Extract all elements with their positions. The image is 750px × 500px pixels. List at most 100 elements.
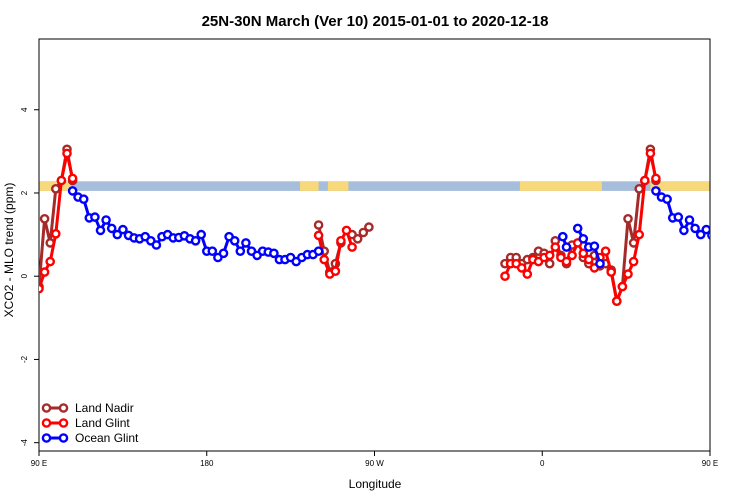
land-glint-point: [51, 228, 61, 239]
land-strip-segment: [519, 181, 602, 191]
ocean-glint-point: [207, 246, 218, 256]
land-glint-point: [612, 296, 622, 307]
legend-label-land-nadir: Land Nadir: [75, 401, 134, 415]
ocean-glint-point: [684, 215, 695, 225]
land-glint-point: [606, 267, 617, 277]
land-glint-point: [45, 256, 56, 267]
land-glint-point: [640, 175, 650, 186]
ocean-glint-point: [589, 241, 600, 251]
land-glint-point: [341, 225, 352, 236]
land-glint-line: [503, 151, 658, 303]
legend-marker-land-glint: [58, 418, 69, 428]
ocean-glint-point: [695, 229, 706, 240]
land-glint-point: [62, 148, 72, 159]
land-nadir-point: [623, 213, 633, 224]
land-glint-point: [330, 266, 341, 277]
land-glint-point: [544, 250, 555, 261]
land-glint-point: [522, 269, 533, 279]
land-glint-point: [56, 175, 67, 186]
ocean-glint-point: [101, 215, 111, 225]
land-nadir-point: [39, 213, 50, 224]
land-glint-point: [628, 256, 639, 267]
series-ocean-glint: [67, 186, 721, 269]
land-glint-point: [584, 254, 594, 265]
ocean-glint-point: [235, 246, 246, 256]
ocean-glint-point: [90, 212, 100, 222]
ocean-glint-point: [572, 223, 583, 234]
ocean-glint-point: [662, 194, 672, 204]
land-nadir-point: [51, 183, 61, 194]
plot-area: 90 E 180 90 W 0 90 E -4 -2 0 2 4: [20, 38, 721, 468]
land-strip-segment: [299, 181, 319, 191]
x-tick-label: 180: [200, 459, 214, 468]
land-strip-segment: [327, 181, 349, 191]
land-glint-point: [39, 283, 44, 294]
legend-marker-land-nadir: [58, 403, 69, 413]
plot-frame: [38, 38, 711, 452]
ocean-glint-point: [106, 223, 117, 234]
ocean-glint-point: [595, 258, 605, 269]
ocean-glint-point: [95, 225, 106, 236]
land-glint-point: [567, 250, 577, 261]
land-glint-point: [617, 281, 628, 292]
ocean-glint-point: [561, 242, 572, 252]
y-tick-label: -2: [20, 355, 29, 363]
series-land-glint: [39, 148, 661, 307]
land-glint-point: [39, 267, 50, 277]
land-glint-point: [67, 173, 78, 184]
land-glint-point: [347, 242, 357, 252]
ocean-glint-point: [241, 238, 251, 248]
land-glint-point: [651, 173, 661, 184]
land-glint-point: [336, 235, 346, 246]
land-glint-point: [600, 246, 611, 256]
ocean-glint-point: [707, 230, 710, 240]
land-nadir-point: [352, 233, 363, 244]
land-strip-segment: [650, 181, 710, 191]
x-axis-title: Longitude: [349, 477, 402, 491]
y-tick-label: -4: [20, 439, 29, 447]
legend-marker-land-glint: [41, 418, 52, 428]
chart-title: 25N-30N March (Ver 10) 2015-01-01 to 202…: [202, 13, 549, 30]
legend-marker-land-nadir: [41, 403, 52, 413]
ocean-glint-point: [190, 235, 201, 246]
ocean-glint-point: [151, 240, 162, 250]
land-glint-point: [634, 229, 645, 240]
land-glint-point: [578, 248, 589, 259]
land-glint-point: [516, 263, 527, 273]
land-nadir-point: [634, 183, 645, 194]
land-glint-point: [500, 271, 510, 282]
legend-label-ocean-glint: Ocean Glint: [75, 431, 139, 445]
x-tick-label: 0: [540, 459, 545, 468]
ocean-glint-point: [578, 233, 589, 244]
land-glint-point: [561, 256, 572, 267]
ocean-glint-point: [118, 224, 128, 235]
x-tick-label: 90 W: [365, 459, 384, 468]
series-group: [39, 144, 721, 307]
ocean-glint-point: [218, 248, 229, 259]
y-tick-label: 2: [20, 190, 29, 195]
land-nadir-point: [358, 227, 369, 238]
legend-label-land-glint: Land Glint: [75, 416, 130, 430]
land-glint-point: [319, 254, 330, 265]
ocean-glint-point: [196, 229, 206, 240]
y-tick-label: 4: [20, 107, 29, 112]
ocean-glint-point: [690, 223, 700, 234]
ocean-glint-point: [679, 225, 689, 236]
land-glint-point: [623, 269, 633, 279]
ocean-glint-point: [269, 248, 279, 259]
ocean-glint-point: [78, 194, 89, 204]
land-nadir-point: [313, 220, 324, 230]
legend-marker-ocean-glint: [41, 433, 52, 443]
y-axis-title: XCO2 - MLO trend (ppm): [2, 183, 16, 318]
ocean-strip: [39, 181, 710, 191]
ocean-glint-point: [714, 234, 721, 241]
legend-marker-ocean-glint: [58, 433, 69, 443]
land-nadir-point: [364, 222, 374, 232]
ocean-glint-point: [112, 229, 123, 240]
x-tick-label: 90 E: [702, 459, 718, 468]
series-land-nadir: [39, 144, 661, 307]
ocean-glint-point: [229, 235, 240, 246]
ocean-glint-point: [558, 231, 568, 242]
